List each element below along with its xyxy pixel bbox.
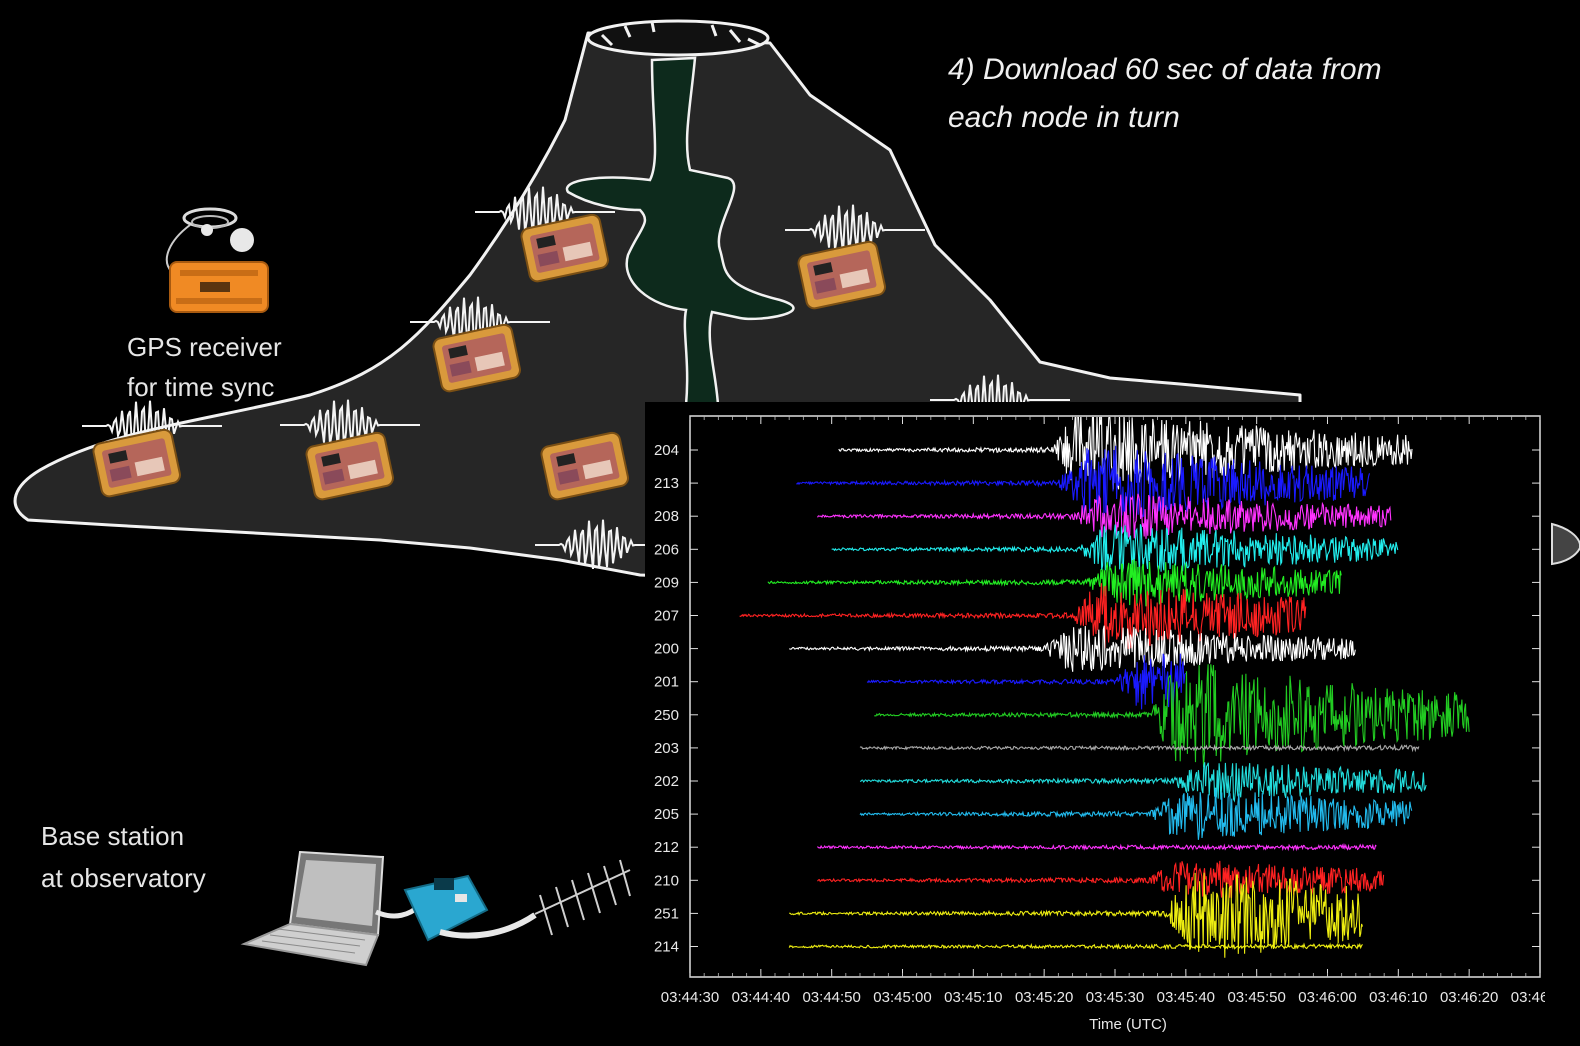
seismic-wave-icon bbox=[475, 186, 615, 236]
crater-marks bbox=[600, 21, 761, 47]
trace-213 bbox=[796, 445, 1371, 519]
trace-203 bbox=[859, 743, 1420, 753]
y-tick-label: 202 bbox=[654, 773, 679, 790]
x-tick-label: 03:46:10 bbox=[1369, 989, 1427, 1006]
seismic-node-icon bbox=[305, 431, 394, 501]
seismic-wave-icon bbox=[410, 296, 550, 346]
y-tick-label: 214 bbox=[654, 939, 679, 956]
base-label-line-1: Base station bbox=[41, 821, 184, 851]
seismic-wave-icon bbox=[280, 399, 420, 449]
x-tick-label: 03:45:30 bbox=[1086, 989, 1144, 1006]
gps-label-line-1: GPS receiver bbox=[127, 332, 282, 362]
trace-206 bbox=[831, 524, 1399, 575]
y-tick-label: 209 bbox=[654, 574, 679, 591]
gps-receiver-icon bbox=[165, 207, 269, 313]
y-tick-label: 203 bbox=[654, 740, 679, 757]
trace-204 bbox=[838, 417, 1413, 490]
trace-200 bbox=[789, 625, 1356, 672]
x-tick-label: 03:44:50 bbox=[802, 989, 860, 1006]
trace-250 bbox=[874, 664, 1470, 768]
x-tick-label: 03:46:30 bbox=[1511, 989, 1545, 1006]
trace-205 bbox=[859, 788, 1413, 840]
y-tick-label: 208 bbox=[654, 508, 679, 525]
base-label-line-2: at observatory bbox=[41, 863, 206, 893]
y-tick-label: 206 bbox=[654, 541, 679, 558]
headline-line-1: 4) Download 60 sec of data from bbox=[948, 53, 1382, 86]
y-axis: 204 213 208 206 209 207 200 201 250 203 202 205 212 2… bbox=[654, 442, 1540, 956]
x-tick-label: 03:46:00 bbox=[1298, 989, 1356, 1006]
x-tick-label: 03:45:40 bbox=[1157, 989, 1215, 1006]
step-headline: 4) Download 60 sec of data from each nod… bbox=[948, 46, 1382, 142]
trace-214 bbox=[788, 942, 1363, 951]
seismic-node-icon bbox=[92, 428, 181, 498]
y-tick-label: 251 bbox=[654, 905, 679, 922]
seismic-wave-icon bbox=[785, 204, 925, 254]
x-axis-label: Time (UTC) bbox=[1089, 1016, 1167, 1033]
trace-208 bbox=[817, 493, 1392, 539]
y-tick-label: 200 bbox=[654, 641, 679, 658]
traces bbox=[739, 417, 1470, 958]
x-tick-label: 03:45:10 bbox=[944, 989, 1002, 1006]
x-tick-label: 03:44:40 bbox=[732, 989, 790, 1006]
x-tick-label: 03:46:20 bbox=[1440, 989, 1498, 1006]
y-tick-label: 212 bbox=[654, 839, 679, 856]
seismic-wave-icon bbox=[82, 400, 222, 450]
seismic-node-icon bbox=[797, 240, 886, 310]
radio-modem-icon bbox=[375, 874, 537, 942]
x-tick-label: 03:45:50 bbox=[1227, 989, 1285, 1006]
crater bbox=[586, 19, 770, 57]
yagi-antenna-icon bbox=[534, 859, 631, 936]
next-arrow-icon bbox=[1551, 522, 1580, 566]
trace-212 bbox=[817, 842, 1377, 852]
y-tick-label: 213 bbox=[654, 475, 679, 492]
seismic-node-icon bbox=[540, 431, 629, 501]
seismogram-chart: 204 213 208 206 209 207 200 201 250 203 202 205 212 2… bbox=[654, 415, 1569, 1033]
y-tick-label: 250 bbox=[654, 707, 679, 724]
trace-207 bbox=[739, 583, 1307, 649]
y-tick-label: 205 bbox=[654, 806, 679, 823]
magma-conduit bbox=[565, 56, 795, 407]
seismic-node-icon bbox=[520, 213, 609, 283]
trace-209 bbox=[767, 559, 1342, 607]
y-tick-label: 201 bbox=[654, 674, 679, 691]
gps-label-line-2: for time sync bbox=[127, 372, 274, 402]
trace-202 bbox=[859, 762, 1427, 803]
y-tick-label: 210 bbox=[654, 872, 679, 889]
trace-201 bbox=[866, 653, 1187, 710]
x-tick-label: 03:45:00 bbox=[873, 989, 931, 1006]
trace-251 bbox=[789, 872, 1364, 958]
plot-frame bbox=[689, 415, 1541, 978]
laptop-icon bbox=[240, 850, 385, 967]
seismic-nodes bbox=[92, 213, 886, 501]
seismic-node-icon bbox=[432, 323, 521, 393]
seismogram-plot: 204 213 208 206 209 207 200 201 250 203 202 205 212 2… bbox=[645, 402, 1569, 1041]
headline-line-2: each node in turn bbox=[948, 101, 1180, 134]
x-tick-label: 03:45:20 bbox=[1015, 989, 1073, 1006]
x-tick-label: 03:44:30 bbox=[661, 989, 719, 1006]
y-tick-label: 204 bbox=[654, 442, 679, 459]
y-tick-label: 207 bbox=[654, 608, 679, 625]
